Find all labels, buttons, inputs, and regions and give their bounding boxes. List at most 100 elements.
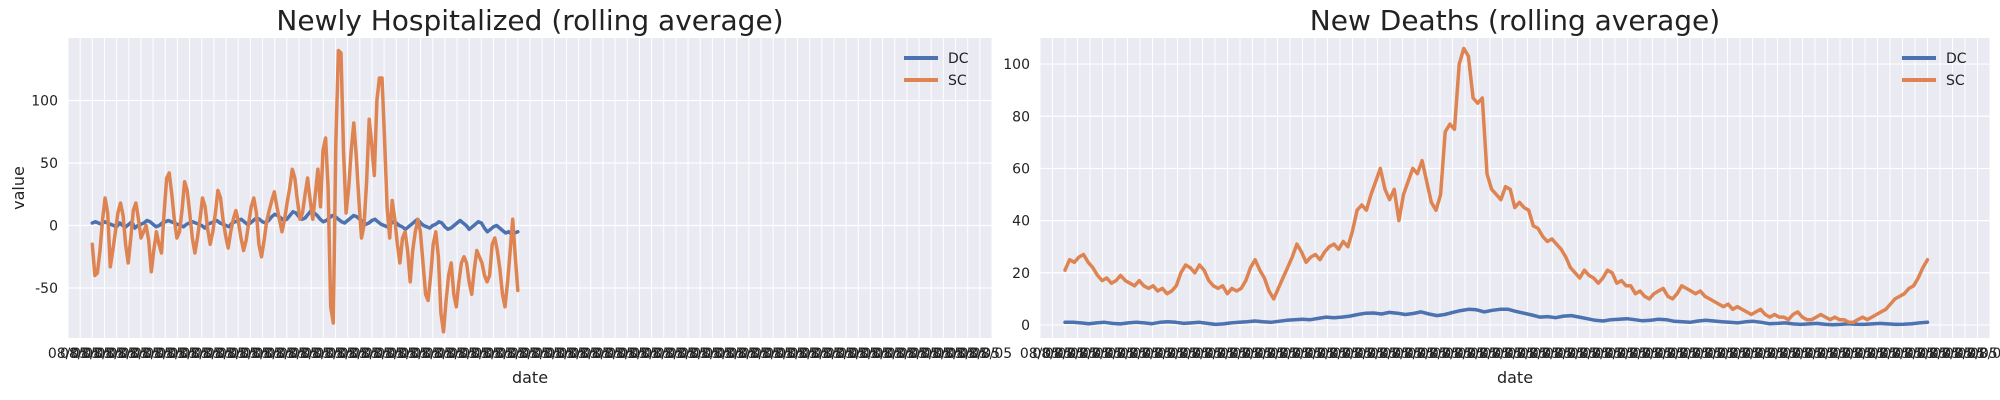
x-tick-label: 08/05	[461, 346, 501, 362]
x-tick-label: 08/05	[522, 346, 562, 362]
deaths-x-ticks: 08/0508/0508/0508/0508/0508/0508/0508/05…	[1020, 346, 2000, 362]
x-tick-label: 08/05	[899, 346, 939, 362]
x-tick-label: 08/05	[1320, 346, 1360, 362]
x-tick-label: 08/05	[1770, 346, 1810, 362]
legend-label-sc: SC	[948, 73, 967, 89]
x-tick-label: 08/05	[729, 346, 769, 362]
x-tick-label: 08/05	[911, 346, 951, 362]
x-tick-label: 08/05	[595, 346, 635, 362]
x-tick-label: 08/05	[1345, 346, 1385, 362]
deaths-y-ticks: 0 20 40 60 80 100	[1003, 57, 1030, 334]
x-tick-label: 08/05	[486, 346, 526, 362]
x-tick-label: 08/05	[1245, 346, 1285, 362]
x-tick-label: 08/05	[644, 346, 684, 362]
x-tick-label: 08/05	[1570, 346, 1610, 362]
x-tick-label: 08/05	[498, 346, 538, 362]
legend-label-dc: DC	[1946, 51, 1967, 67]
x-tick-label: 08/05	[741, 346, 781, 362]
x-tick-label: 08/05	[850, 346, 890, 362]
x-tick-label: 08/05	[388, 346, 428, 362]
x-tick-label: 08/05	[631, 346, 671, 362]
x-tick-label: 08/05	[1145, 346, 1185, 362]
x-tick-label: 08/05	[1620, 346, 1660, 362]
x-tick-label: 08/05	[717, 346, 757, 362]
x-tick-label: 08/05	[1745, 346, 1785, 362]
x-tick-label: 08/05	[1220, 346, 1260, 362]
x-tick-label: 08/05	[1307, 346, 1347, 362]
x-tick-label: 08/05	[1907, 346, 1947, 362]
x-tick-label: 08/05	[376, 346, 416, 362]
x-tick-label: 08/05	[960, 346, 1000, 362]
hospitalized-x-axis-label: date	[512, 368, 548, 387]
x-tick-label: 08/05	[692, 346, 732, 362]
x-tick-label: 08/05	[291, 346, 331, 362]
x-tick-label: 08/05	[425, 346, 465, 362]
x-tick-label: 08/05	[704, 346, 744, 362]
x-tick-label: 08/05	[571, 346, 611, 362]
x-tick-label: 08/05	[1707, 346, 1747, 362]
x-tick-label: 08/05	[1445, 346, 1485, 362]
x-tick-label: 08/05	[668, 346, 708, 362]
x-tick-label: 08/05	[1470, 346, 1510, 362]
hospitalized-chart-title: Newly Hospitalized (rolling average)	[276, 4, 783, 37]
x-tick-label: 08/05	[218, 346, 258, 362]
x-tick-label: 08/05	[1407, 346, 1447, 362]
y-tick-label: 60	[1012, 161, 1030, 177]
hospitalized-legend: DC SC	[904, 51, 969, 89]
x-tick-label: 08/05	[1870, 346, 1910, 362]
x-tick-label: 08/05	[267, 346, 307, 362]
x-tick-label: 08/05	[437, 346, 477, 362]
x-tick-label: 08/05	[1670, 346, 1710, 362]
x-tick-label: 08/05	[96, 346, 136, 362]
x-tick-label: 08/05	[1170, 346, 1210, 362]
x-tick-label: 08/05	[60, 346, 100, 362]
series-line-dc	[1063, 307, 1930, 327]
x-tick-label: 08/05	[1420, 346, 1460, 362]
x-tick-label: 08/05	[1695, 346, 1735, 362]
x-tick-label: 08/05	[534, 346, 574, 362]
x-tick-label: 08/05	[352, 346, 392, 362]
series-line-sc	[90, 48, 520, 334]
x-tick-label: 08/05	[1270, 346, 1310, 362]
x-tick-label: 08/05	[1957, 346, 1997, 362]
x-tick-label: 08/05	[777, 346, 817, 362]
x-tick-label: 08/05	[1482, 346, 1522, 362]
x-tick-label: 08/05	[1132, 346, 1172, 362]
y-tick-label: 80	[1012, 109, 1030, 125]
x-tick-label: 08/05	[1895, 346, 1935, 362]
x-tick-label: 08/05	[1645, 346, 1685, 362]
x-tick-label: 08/05	[862, 346, 902, 362]
x-tick-label: 08/05	[1832, 346, 1872, 362]
x-tick-label: 08/05	[1295, 346, 1335, 362]
x-tick-label: 08/05	[1545, 346, 1585, 362]
y-tick-label: 0	[49, 219, 58, 235]
x-tick-label: 08/05	[1607, 346, 1647, 362]
x-tick-label: 08/05	[923, 346, 963, 362]
x-tick-label: 08/05	[230, 346, 270, 362]
x-tick-label: 08/05	[1207, 346, 1247, 362]
x-tick-label: 08/05	[1795, 346, 1835, 362]
y-tick-label: 50	[40, 156, 58, 172]
x-tick-label: 08/05	[121, 346, 161, 362]
x-tick-label: 08/05	[1057, 346, 1097, 362]
y-tick-label: -50	[35, 281, 58, 297]
hospitalized-x-ticks: 08/0508/0508/0508/0508/0508/0508/0508/05…	[48, 346, 1012, 362]
y-tick-label: 100	[1003, 57, 1030, 73]
x-tick-label: 08/05	[583, 346, 623, 362]
deaths-series	[1063, 46, 1930, 327]
x-tick-label: 08/05	[1632, 346, 1672, 362]
x-tick-label: 08/05	[510, 346, 550, 362]
y-tick-label: 0	[1021, 318, 1030, 334]
x-tick-label: 08/05	[255, 346, 295, 362]
x-tick-label: 08/05	[1945, 346, 1985, 362]
x-tick-label: 08/05	[838, 346, 878, 362]
x-tick-label: 08/05	[1332, 346, 1372, 362]
x-tick-label: 08/05	[1457, 346, 1497, 362]
x-tick-label: 08/05	[972, 346, 1012, 362]
x-tick-label: 08/05	[1157, 346, 1197, 362]
x-tick-label: 08/05	[753, 346, 793, 362]
x-tick-label: 08/05	[157, 346, 197, 362]
x-tick-label: 08/05	[1557, 346, 1597, 362]
x-tick-label: 08/05	[1495, 346, 1535, 362]
